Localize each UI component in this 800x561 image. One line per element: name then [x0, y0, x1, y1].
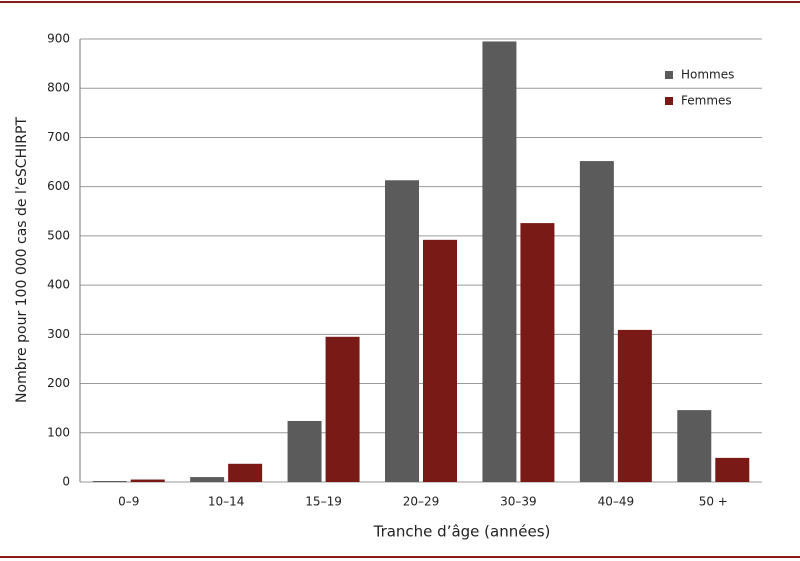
- bar: [617, 329, 652, 482]
- bar: [677, 410, 712, 482]
- x-axis-label: Tranche d’âge (années): [373, 523, 551, 541]
- bar: [92, 481, 127, 482]
- y-tick-label: 400: [47, 278, 70, 292]
- bar: [325, 336, 360, 482]
- y-tick-label: 600: [47, 179, 70, 193]
- legend-label: Hommes: [681, 68, 734, 82]
- y-tick-label: 100: [47, 425, 70, 439]
- y-tick-label: 200: [47, 376, 70, 390]
- x-tick-label: 10–14: [208, 495, 245, 509]
- x-tick-label: 20–29: [403, 495, 440, 509]
- x-tick-label: 0–9: [118, 495, 139, 509]
- y-tick-label: 0: [62, 475, 70, 489]
- bar: [130, 479, 165, 482]
- x-tick-label: 30–39: [500, 495, 537, 509]
- bar: [385, 180, 419, 483]
- legend-swatch: [665, 71, 673, 79]
- bar: [579, 161, 614, 482]
- y-tick-label: 900: [47, 32, 70, 46]
- x-tick-label: 15–19: [305, 495, 342, 509]
- y-tick-label: 700: [47, 130, 70, 144]
- bar: [190, 477, 225, 482]
- y-tick-label: 500: [47, 228, 70, 242]
- bar: [423, 239, 457, 482]
- bar: [715, 457, 750, 482]
- bar: [228, 463, 263, 482]
- y-tick-label: 300: [47, 327, 70, 341]
- x-tick-label: 50 +: [699, 495, 728, 509]
- y-tick-label: 800: [47, 81, 70, 95]
- bar: [520, 223, 555, 482]
- bar: [287, 420, 322, 482]
- bar: [482, 41, 517, 482]
- legend-swatch: [665, 97, 673, 105]
- x-tick-label: 40–49: [598, 495, 635, 509]
- legend-label: Femmes: [681, 94, 732, 108]
- y-axis-label: Nombre pour 100 000 cas de l’eSCHIRPT: [14, 117, 30, 403]
